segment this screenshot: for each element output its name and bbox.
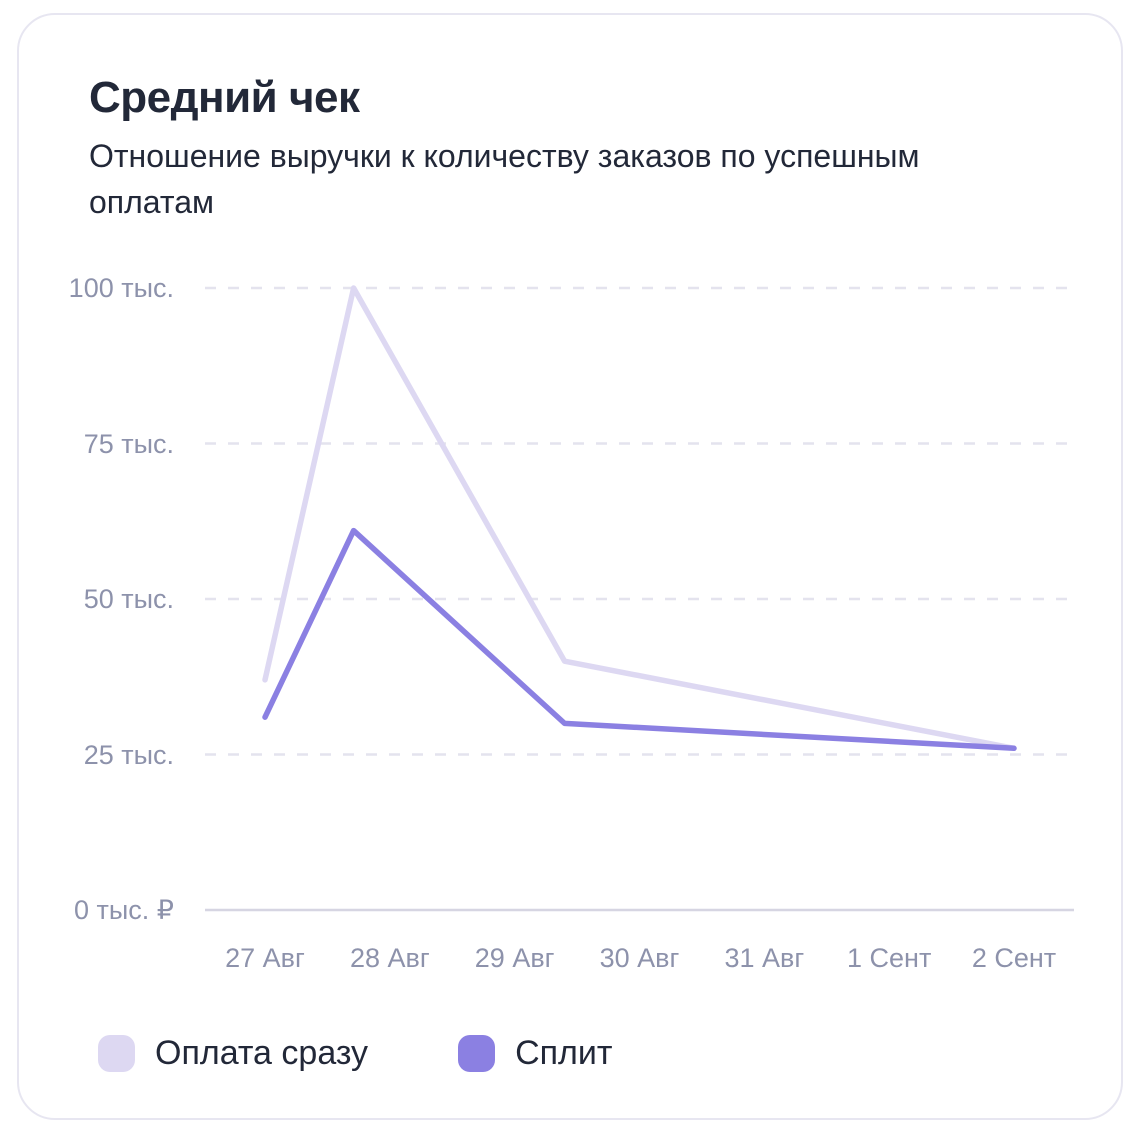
average-check-chart: 100 тыс. 75 тыс. 50 тыс. 25 тыс. 0 тыс. … bbox=[19, 15, 1140, 1139]
x-axis-tick-label: 29 Авг bbox=[474, 943, 555, 973]
y-axis-tick-label: 100 тыс. bbox=[68, 273, 174, 303]
y-axis-tick-label: 50 тыс. bbox=[83, 584, 174, 614]
y-axis-tick-label: 0 тыс. ₽ bbox=[74, 895, 174, 925]
chart-legend: Оплата сразу Сплит bbox=[98, 1034, 612, 1073]
x-axis-tick-label: 1 Сент bbox=[847, 943, 932, 973]
x-axis-tick-label: 2 Сент bbox=[971, 943, 1057, 973]
legend-swatch-split bbox=[458, 1035, 496, 1072]
legend-swatch-oplata-srazu bbox=[98, 1035, 135, 1072]
x-axis-tick-label: 30 Авг bbox=[599, 943, 680, 973]
legend-item-split[interactable]: Сплит bbox=[458, 1034, 612, 1073]
card-title: Средний чек bbox=[89, 73, 360, 122]
legend-label-oplata-srazu: Оплата сразу bbox=[155, 1034, 369, 1072]
legend-label-split: Сплит bbox=[515, 1034, 613, 1072]
x-axis-tick-label: 28 Авг bbox=[349, 943, 430, 973]
y-axis-tick-label: 25 тыс. bbox=[83, 739, 174, 770]
legend-item-oplata-srazu[interactable]: Оплата сразу bbox=[98, 1034, 368, 1073]
x-axis-tick-label: 27 Авг bbox=[225, 943, 305, 973]
average-check-card: Средний чек Отношение выручки к количест… bbox=[17, 13, 1123, 1120]
card-subtitle: Отношение выручки к количеству заказов п… bbox=[89, 138, 920, 220]
y-axis-tick-label: 75 тыс. bbox=[83, 428, 174, 459]
x-axis-tick-label: 31 Авг bbox=[724, 943, 805, 973]
